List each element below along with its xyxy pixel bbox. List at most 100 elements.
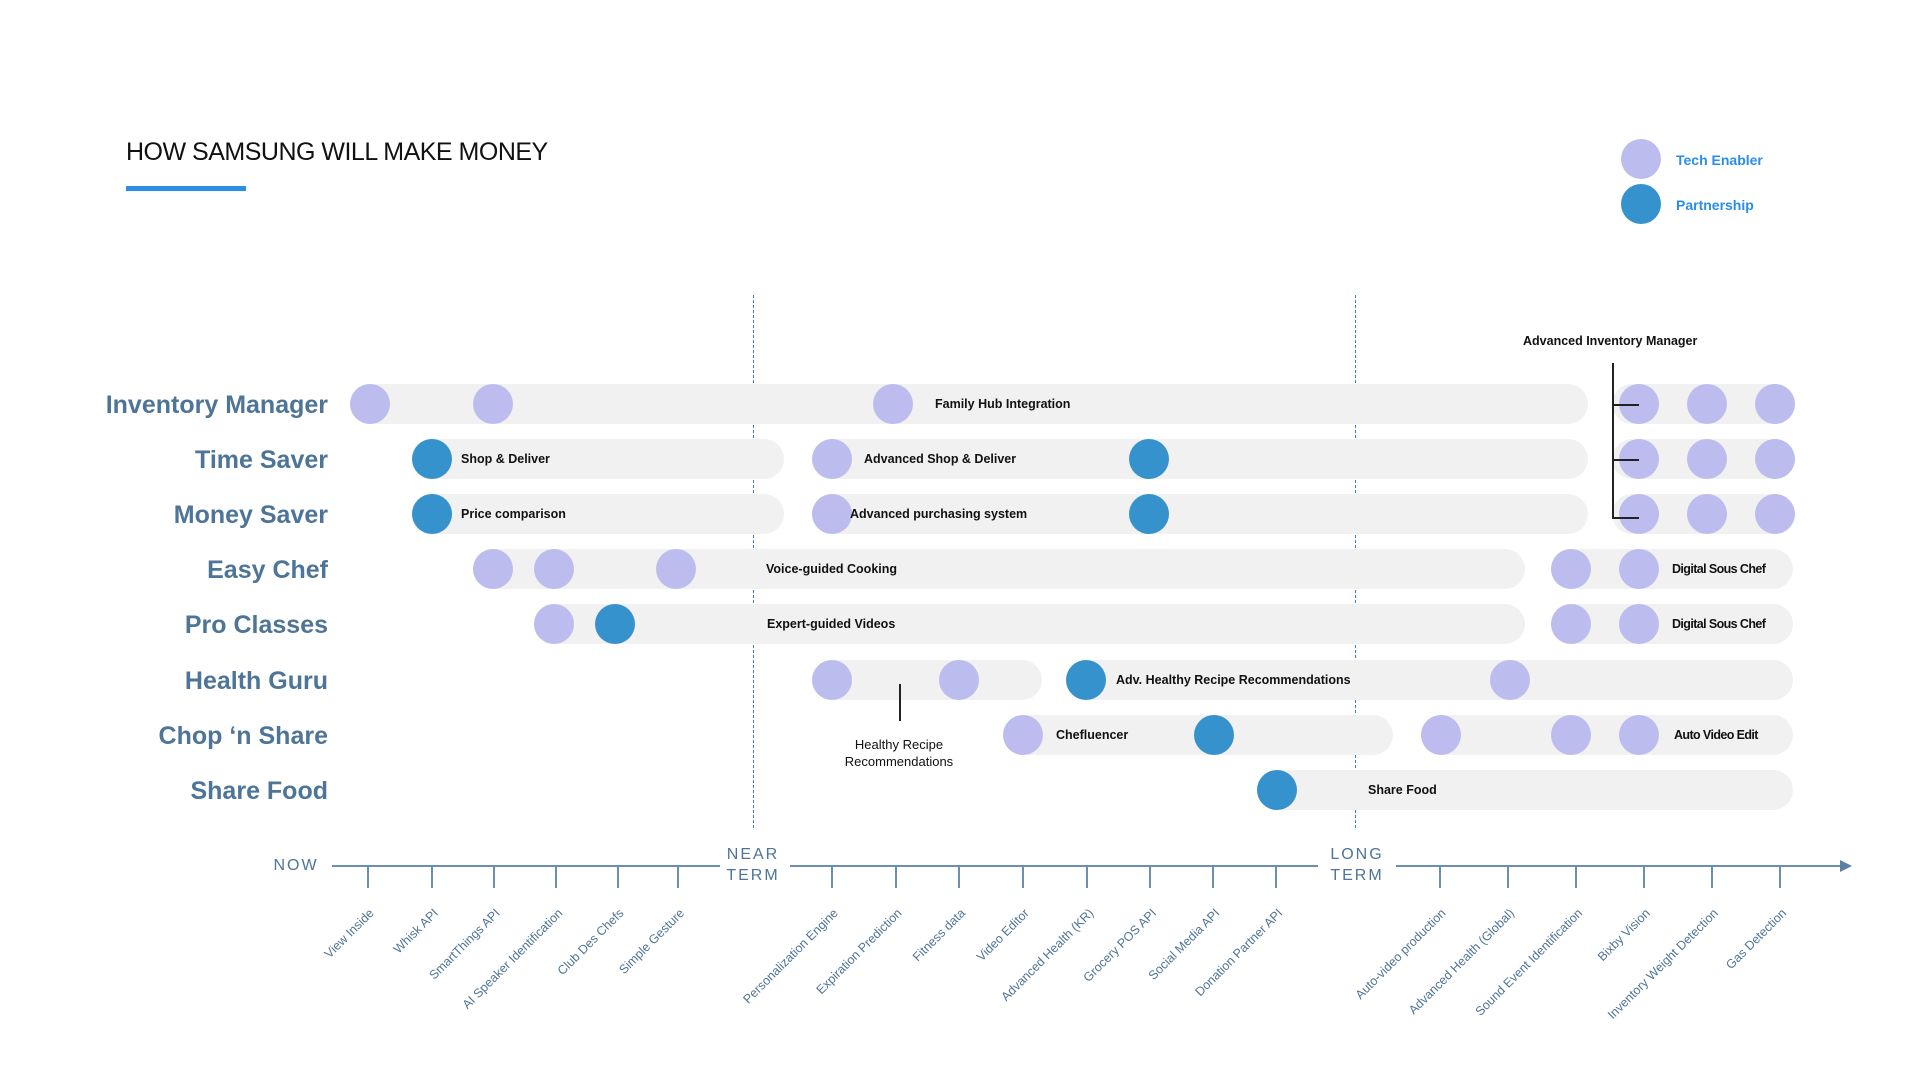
axis-tick	[1575, 866, 1577, 888]
partnership-dot	[1129, 494, 1169, 534]
initiative-label: Auto Video Edit	[1674, 728, 1758, 742]
initiative-label: Share Food	[1368, 783, 1437, 797]
healthy-recipe-note: Healthy Recipe Recommendations	[836, 736, 962, 770]
tech-enabler-dot	[1551, 549, 1591, 589]
tech-enabler-dot	[1619, 715, 1659, 755]
tech-enabler-dot	[1619, 549, 1659, 589]
partnership-dot	[412, 494, 452, 534]
timeline-bar	[812, 494, 1588, 534]
title-underline	[126, 186, 246, 191]
axis-tick	[555, 866, 557, 888]
axis-tick	[1779, 866, 1781, 888]
tech-enabler-dot	[939, 660, 979, 700]
axis-tick	[1507, 866, 1509, 888]
timeline-bar	[1551, 604, 1793, 644]
initiative-label: Chefluencer	[1056, 728, 1129, 742]
axis-tick-label: View Inside	[322, 906, 377, 961]
axis-line	[1396, 865, 1842, 867]
initiative-label: Advanced purchasing system	[850, 507, 1028, 521]
tech-enabler-dot	[1619, 604, 1659, 644]
partnership-dot	[595, 604, 635, 644]
tech-enabler-dot	[1687, 494, 1727, 534]
axis-tick	[617, 866, 619, 888]
axis-tick-label: Whisk API	[390, 906, 441, 957]
axis-tick	[958, 866, 960, 888]
tech-enabler-dot	[1755, 384, 1795, 424]
tech-enabler-dot	[534, 604, 574, 644]
tech-enabler-dot	[873, 384, 913, 424]
timeline-bar	[1257, 770, 1793, 810]
tech-enabler-dot	[1551, 604, 1591, 644]
axis-tick	[1212, 866, 1214, 888]
axis-arrow-head	[1840, 860, 1852, 872]
row-label-share-food: Share Food	[190, 777, 328, 805]
row-label-pro-classes: Pro Classes	[184, 611, 328, 639]
tech-enabler-dot	[1421, 715, 1461, 755]
healthy-recipe-note-text: Healthy Recipe Recommendations	[844, 737, 954, 769]
initiative-label: Expert-guided Videos	[767, 617, 896, 631]
partnership-dot	[1066, 660, 1106, 700]
tech-enabler-dot	[350, 384, 390, 424]
initiative-label: Shop & Deliver	[461, 452, 550, 466]
axis-near-term-text: NEAR TERM	[726, 846, 780, 884]
axis-line	[332, 865, 720, 867]
timeline-bar	[812, 439, 1588, 479]
axis-tick	[431, 866, 433, 888]
tech-enabler-dot	[1687, 384, 1727, 424]
timeline-bar	[412, 439, 784, 479]
legend-tech-label: Tech Enabler	[1676, 152, 1763, 168]
axis-tick	[493, 866, 495, 888]
axis-tick-label: Bixby Vision	[1595, 906, 1653, 964]
timeline-bar	[1551, 549, 1793, 589]
tech-enabler-dot	[534, 549, 574, 589]
tech-enabler-dot	[473, 549, 513, 589]
axis-tick-label: Gas Detection	[1723, 906, 1789, 972]
timeline-bar	[412, 494, 784, 534]
axis-tick	[1643, 866, 1645, 888]
tech-enabler-dot	[1003, 715, 1043, 755]
initiative-label: Digital Sous Chef	[1672, 562, 1766, 576]
legend-partnership-dot	[1621, 184, 1661, 224]
axis-line	[790, 865, 1318, 867]
row-label-health-guru: Health Guru	[184, 667, 328, 695]
tech-enabler-dot	[473, 384, 513, 424]
axis-tick	[1022, 866, 1024, 888]
axis-tick-label: Inventory Weight Detection	[1605, 906, 1721, 1022]
tech-enabler-dot	[1619, 494, 1659, 534]
timeline-bar	[534, 604, 1525, 644]
callout-line	[899, 684, 901, 721]
axis-tick-label: Simple Gesture	[616, 906, 687, 977]
initiative-label: Advanced Shop & Deliver	[864, 452, 1017, 466]
timeline-bar	[1421, 715, 1793, 755]
axis-tick	[831, 866, 833, 888]
initiative-label: Price comparison	[461, 507, 566, 521]
initiative-label: Adv. Healthy Recipe Recommendations	[1116, 673, 1351, 687]
tech-enabler-dot	[1490, 660, 1530, 700]
axis-tick	[1711, 866, 1713, 888]
tech-enabler-dot	[812, 439, 852, 479]
axis-tick-label: Fitness data	[909, 906, 968, 965]
row-label-chop-n-share: Chop ‘n Share	[158, 722, 328, 750]
timeline-bar	[1066, 660, 1793, 700]
partnership-dot	[1257, 770, 1297, 810]
tech-enabler-dot	[1687, 439, 1727, 479]
axis-tick	[677, 866, 679, 888]
axis-tick	[1275, 866, 1277, 888]
axis-long-term-text: LONG TERM	[1330, 846, 1384, 884]
row-label-money-saver: Money Saver	[173, 501, 328, 529]
initiative-label: Digital Sous Chef	[1672, 617, 1766, 631]
row-label-easy-chef: Easy Chef	[207, 556, 328, 584]
timeline-bar	[350, 384, 1588, 424]
legend-tech-dot	[1621, 139, 1661, 179]
row-label-time-saver: Time Saver	[195, 446, 328, 474]
axis-tick	[1149, 866, 1151, 888]
bracket-arm	[1612, 459, 1639, 461]
partnership-dot	[412, 439, 452, 479]
axis-now-label: NOW	[273, 857, 319, 874]
axis-tick-label: Video Editor	[974, 906, 1032, 964]
initiative-label: Family Hub Integration	[935, 397, 1071, 411]
advanced-inventory-label: Advanced Inventory Manager	[1523, 334, 1698, 348]
axis-tick	[1086, 866, 1088, 888]
axis-long-term-label: LONG TERM	[1322, 844, 1392, 886]
axis-tick	[367, 866, 369, 888]
